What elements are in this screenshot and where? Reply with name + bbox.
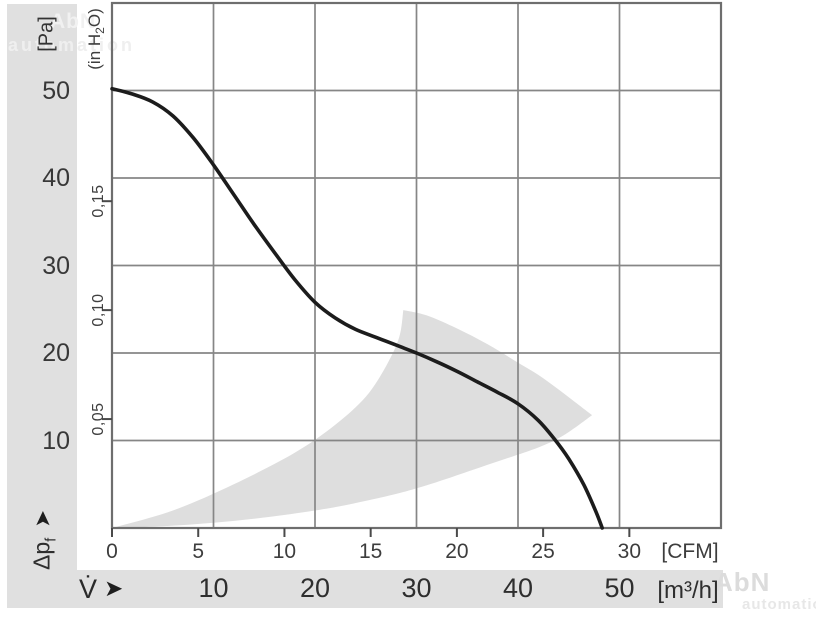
cfm-tick-label: 15 xyxy=(358,540,383,563)
cfm-tick-label: 30 xyxy=(617,540,642,563)
cfm-tick-label: 20 xyxy=(445,540,469,563)
operating-range-region xyxy=(112,310,593,528)
plot-area xyxy=(102,1,723,537)
delta-p-subscript: f xyxy=(42,537,60,542)
left-axis-band xyxy=(7,4,77,608)
pa-unit-label: [Pa] xyxy=(35,16,58,52)
cfm-tick-label: 5 xyxy=(192,540,205,563)
delta-p-text: Δp xyxy=(28,541,55,570)
bottom-axis-band xyxy=(77,570,723,608)
plot-border xyxy=(110,1,723,530)
up-arrow-icon: ➤ xyxy=(31,510,55,528)
inh2o-unit-sub: 2 xyxy=(93,27,108,34)
watermark-bottom-right: AbN automation xyxy=(714,567,816,613)
cfm-unit-label: [CFM] xyxy=(661,540,719,563)
v-dot-text: V̇ xyxy=(79,574,98,604)
chart-canvas xyxy=(102,1,723,537)
cfm-tick-label: 0 xyxy=(106,540,118,563)
inh2o-unit-pre: (in H xyxy=(84,33,104,70)
pressure-axis-symbol: Δpf ➤ xyxy=(29,510,60,570)
watermark-brand: AbN xyxy=(714,567,771,597)
right-arrow-icon: ➤ xyxy=(104,575,124,601)
cfm-tick-label: 25 xyxy=(531,540,555,563)
m3h-unit-label: [m³/h] xyxy=(657,577,719,604)
volume-flow-axis-symbol: V̇ ➤ xyxy=(79,574,123,605)
cfm-tick-label: 10 xyxy=(272,540,297,563)
inh2o-unit-post: O) xyxy=(84,8,104,28)
inh2o-unit-label: (in H2O) xyxy=(85,8,107,69)
watermark-sub: automation xyxy=(742,596,816,613)
fan-curve xyxy=(110,86,604,530)
